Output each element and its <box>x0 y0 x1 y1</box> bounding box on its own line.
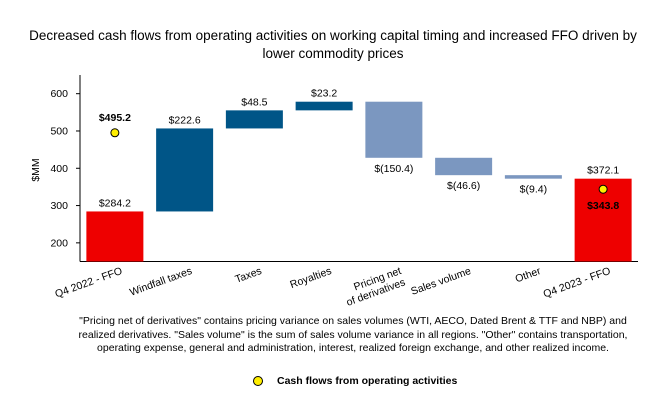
y-tick-label: 200 <box>50 237 68 249</box>
x-tick-label-line: Sales volume <box>409 265 472 298</box>
x-tick-label: Pricing netof derivatives <box>341 265 407 309</box>
x-tick-label: Q4 2022 - FFO <box>53 265 123 300</box>
legend-label: Cash flows from operating activities <box>277 375 458 387</box>
data-label: $284.2 <box>99 197 131 209</box>
legend: Cash flows from operating activities <box>253 374 457 388</box>
x-tick-label-line: Windfall taxes <box>128 265 194 299</box>
chart-title: Decreased cash flows from operating acti… <box>29 28 637 61</box>
bar-q4-2022-ffo <box>86 211 144 262</box>
x-tick-label: Other <box>514 265 543 285</box>
x-tick-label: Windfall taxes <box>128 265 194 299</box>
waterfall-chart: $MM 200 300 400 500 600 $284.2 Q4 2022 - FFO $22… <box>30 75 638 309</box>
bar-royalties <box>295 101 353 111</box>
bar-sales-volume <box>435 157 493 176</box>
cfo-marker-label: $343.8 <box>587 200 619 212</box>
cfo-marker-point <box>110 128 120 138</box>
bar-other <box>504 175 562 179</box>
data-label: $23.2 <box>311 88 337 100</box>
x-tick-label: Sales volume <box>409 265 472 298</box>
bar-taxes <box>225 110 283 129</box>
y-tick-label: 400 <box>50 163 68 175</box>
x-tick-label-line: Q4 2023 - FFO <box>542 265 612 300</box>
x-tick-label-line: Other <box>514 265 543 285</box>
x-tick-label-line: Taxes <box>234 265 264 286</box>
x-tick-label: Q4 2023 - FFO <box>542 265 612 300</box>
data-label: $(150.4) <box>374 163 413 175</box>
x-tick-label: Royalties <box>288 265 333 291</box>
footnote: "Pricing net of derivatives" contains pr… <box>78 315 628 354</box>
bar-pricing-net-of-derivatives <box>365 101 423 158</box>
data-label: $372.1 <box>587 165 619 177</box>
data-label: $(46.6) <box>447 180 480 192</box>
cfo-marker-label: $495.2 <box>99 112 131 124</box>
bar-windfall-taxes <box>156 128 214 212</box>
y-axis-label: $MM <box>30 158 42 181</box>
data-label: $(9.4) <box>520 184 547 196</box>
x-tick-label-line: Q4 2022 - FFO <box>53 265 123 300</box>
cfo-marker-point <box>598 184 608 194</box>
data-label: $222.6 <box>169 114 201 126</box>
legend-marker-circle-icon <box>253 376 263 386</box>
y-tick-label: 600 <box>50 88 68 100</box>
data-label: $48.5 <box>241 96 267 108</box>
x-tick-label: Taxes <box>234 265 264 286</box>
y-tick-label: 300 <box>50 200 68 212</box>
y-tick-label: 500 <box>50 125 68 137</box>
x-tick-label-line: Royalties <box>288 265 333 291</box>
